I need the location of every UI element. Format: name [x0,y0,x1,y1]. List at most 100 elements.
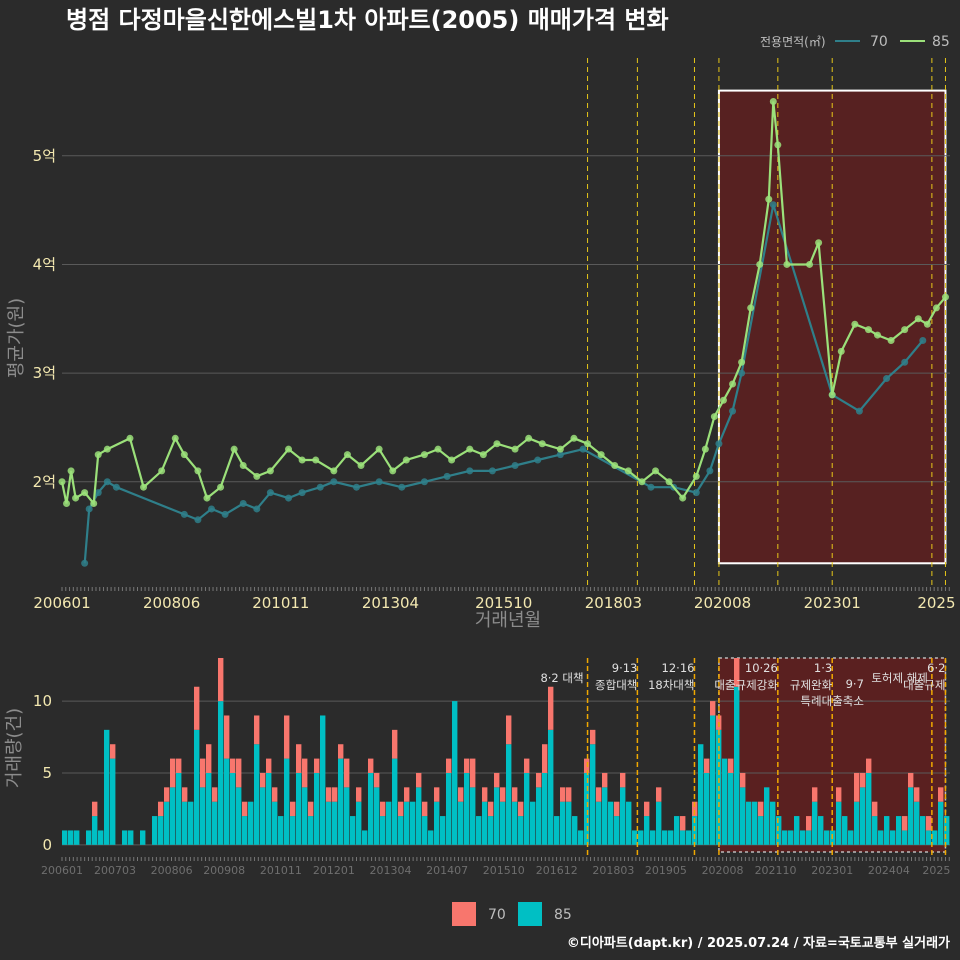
data-point-70 [466,467,474,475]
volume-bar-70 [176,758,182,773]
volume-bar-70 [158,801,164,817]
volume-bar-85 [602,787,608,845]
volume-bar-85 [320,715,326,845]
volume-bar-70 [398,801,404,817]
data-point-85 [914,315,922,323]
volume-bar-85 [698,744,704,845]
y-tick-label: 4억 [33,255,56,273]
data-point-85 [285,445,293,453]
volume-bar-85 [728,772,734,845]
volume-bar-85 [182,801,188,845]
volume-bar-85 [128,830,134,845]
data-point-85 [67,467,75,475]
data-point-85 [638,478,646,486]
data-point-85 [94,451,102,459]
volume-bar-70 [380,801,386,817]
volume-bar-70 [590,729,596,745]
x-tick-label: 202301 [804,594,861,612]
policy-label: 8·2 대책 [540,671,583,685]
volume-bar-85 [302,787,308,845]
volume-legend-label-70: 70 [488,907,506,923]
volume-bar-70 [506,715,512,745]
volume-bar-85 [782,830,788,845]
data-point-85 [756,260,764,268]
volume-bar-70 [512,787,518,802]
volume-bar-85 [446,772,452,845]
data-point-70 [194,516,202,524]
volume-bar-70 [416,772,422,788]
volume-bar-70 [170,758,176,788]
data-point-85 [538,440,546,448]
data-point-70 [352,483,360,491]
volume-bar-70 [548,686,554,730]
data-point-70 [692,489,700,497]
volume-bar-85 [758,816,764,845]
volume-bar-85 [788,830,794,845]
policy-label: 9·7 [846,677,864,691]
volume-bar-85 [848,830,854,845]
volume-bar-85 [110,758,116,845]
volume-bar-85 [614,816,620,845]
volume-bar-85 [524,772,530,845]
volume-bar-85 [284,758,290,845]
data-point-70 [769,201,777,209]
volume-x-tick-label: 202008 [702,864,744,877]
data-point-85 [747,304,755,312]
volume-bar-70 [284,715,290,759]
x-tick-label: 201510 [475,594,532,612]
data-point-85 [652,467,660,475]
volume-x-tick-label: 201612 [536,864,578,877]
y-tick-label: 2억 [33,473,56,491]
y-tick-label: 5억 [33,147,56,165]
volume-bar-70 [614,801,620,817]
volume-bar-85 [296,772,302,845]
volume-bar-85 [230,772,236,845]
volume-bar-70 [902,816,908,831]
volume-bar-70 [836,787,842,802]
data-point-85 [901,326,909,334]
volume-bar-70 [596,787,602,802]
volume-bar-85 [98,830,104,845]
volume-bar-85 [776,816,782,845]
volume-bar-70 [182,787,188,802]
data-point-85 [81,489,89,497]
chart-title: 병점 다정마을신한에스빌1차 아파트(2005) 매매가격 변화 [66,6,669,34]
volume-bar-85 [752,801,758,845]
volume-bar-70 [740,772,746,788]
volume-bar-85 [380,816,386,845]
volume-bar-85 [212,801,218,845]
volume-bar-85 [554,816,560,845]
volume-bar-70 [734,658,740,687]
volume-y-axis-label: 거래량(건) [4,708,25,788]
data-point-85 [774,141,782,149]
volume-x-tick-label: 200806 [151,864,193,877]
volume-bar-70 [860,772,866,788]
volume-bar-85 [326,801,332,845]
data-point-70 [253,505,261,513]
volume-bar-70 [872,801,878,817]
volume-bar-70 [446,758,452,773]
data-point-85 [434,445,442,453]
volume-bar-70 [260,772,266,788]
volume-bar-85 [164,801,170,845]
data-point-70 [488,467,496,475]
data-point-70 [556,451,564,459]
data-point-85 [729,380,737,388]
data-point-85 [738,358,746,366]
data-point-70 [208,505,216,513]
policy-label: 토허제 해제 [871,671,928,685]
volume-bar-85 [812,801,818,845]
data-point-85 [611,461,619,469]
legend-label-85: 85 [932,34,950,50]
volume-bar-85 [470,787,476,845]
data-point-70 [706,467,714,475]
volume-bar-85 [536,787,542,845]
policy-label: 10·26 [745,661,778,675]
data-point-70 [239,500,247,508]
volume-bar-85 [584,772,590,845]
volume-bar-85 [620,787,626,845]
data-point-85 [420,451,428,459]
volume-bar-85 [248,801,254,845]
data-point-85 [783,260,791,268]
data-point-85 [466,445,474,453]
